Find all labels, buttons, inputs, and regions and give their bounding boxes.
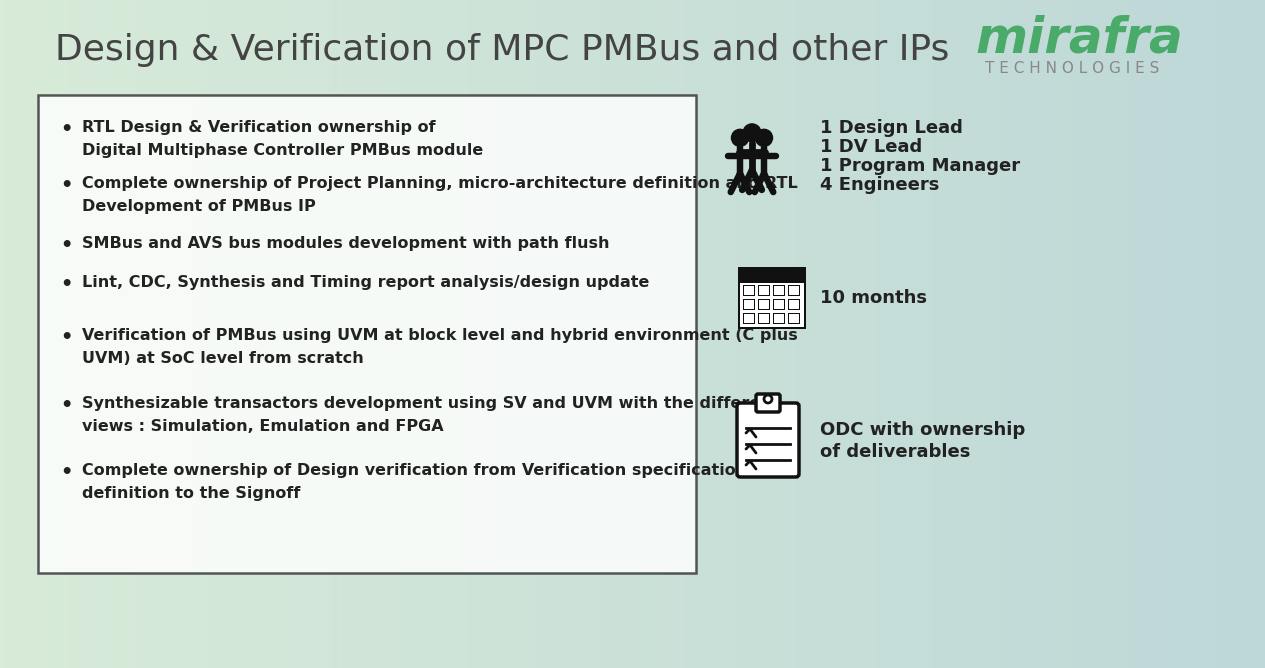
FancyBboxPatch shape bbox=[744, 300, 754, 309]
Text: •: • bbox=[59, 176, 72, 195]
Text: •: • bbox=[59, 236, 72, 255]
Text: definition to the Signoff: definition to the Signoff bbox=[82, 486, 300, 501]
FancyBboxPatch shape bbox=[774, 286, 784, 295]
Circle shape bbox=[755, 130, 773, 146]
Text: 10 months: 10 months bbox=[820, 289, 927, 307]
FancyBboxPatch shape bbox=[737, 267, 806, 329]
FancyBboxPatch shape bbox=[788, 285, 799, 296]
FancyBboxPatch shape bbox=[759, 286, 769, 295]
FancyBboxPatch shape bbox=[744, 286, 754, 295]
FancyBboxPatch shape bbox=[789, 300, 799, 309]
Text: 1 DV Lead: 1 DV Lead bbox=[820, 138, 922, 156]
Text: Development of PMBus IP: Development of PMBus IP bbox=[82, 199, 316, 214]
FancyBboxPatch shape bbox=[788, 313, 799, 324]
Text: •: • bbox=[59, 463, 72, 482]
FancyBboxPatch shape bbox=[743, 285, 755, 296]
Text: Design & Verification of MPC PMBus and other IPs: Design & Verification of MPC PMBus and o… bbox=[54, 33, 949, 67]
Text: 4 Engineers: 4 Engineers bbox=[820, 176, 940, 194]
Text: Verification of PMBus using UVM at block level and hybrid environment (C plus: Verification of PMBus using UVM at block… bbox=[82, 328, 798, 343]
Text: views : Simulation, Emulation and FPGA: views : Simulation, Emulation and FPGA bbox=[82, 419, 444, 434]
FancyBboxPatch shape bbox=[744, 314, 754, 323]
Text: ODC with ownership: ODC with ownership bbox=[820, 421, 1025, 439]
Text: of deliverables: of deliverables bbox=[820, 443, 970, 461]
Text: mirafra: mirafra bbox=[975, 14, 1183, 62]
FancyBboxPatch shape bbox=[789, 314, 799, 323]
Text: Synthesizable transactors development using SV and UVM with the different: Synthesizable transactors development us… bbox=[82, 396, 779, 411]
FancyBboxPatch shape bbox=[759, 314, 769, 323]
Text: UVM) at SoC level from scratch: UVM) at SoC level from scratch bbox=[82, 351, 364, 366]
FancyBboxPatch shape bbox=[788, 299, 799, 310]
FancyBboxPatch shape bbox=[740, 269, 805, 327]
Text: •: • bbox=[59, 396, 72, 415]
FancyBboxPatch shape bbox=[789, 286, 799, 295]
Text: Complete ownership of Project Planning, micro-architecture definition and RTL: Complete ownership of Project Planning, … bbox=[82, 176, 798, 191]
Circle shape bbox=[743, 124, 762, 142]
Text: •: • bbox=[59, 328, 72, 347]
FancyBboxPatch shape bbox=[774, 300, 784, 309]
Text: 1 Program Manager: 1 Program Manager bbox=[820, 157, 1020, 175]
Text: •: • bbox=[59, 120, 72, 139]
Text: SMBus and AVS bus modules development with path flush: SMBus and AVS bus modules development wi… bbox=[82, 236, 610, 251]
Text: Digital Multiphase Controller PMBus module: Digital Multiphase Controller PMBus modu… bbox=[82, 143, 483, 158]
FancyBboxPatch shape bbox=[737, 267, 806, 283]
FancyBboxPatch shape bbox=[774, 314, 784, 323]
Text: 1 Design Lead: 1 Design Lead bbox=[820, 119, 963, 137]
Text: •: • bbox=[59, 275, 72, 294]
Circle shape bbox=[731, 130, 749, 146]
Text: T E C H N O L O G I E S: T E C H N O L O G I E S bbox=[985, 61, 1160, 75]
FancyBboxPatch shape bbox=[740, 269, 805, 283]
FancyBboxPatch shape bbox=[759, 300, 769, 309]
Text: Complete ownership of Design verification from Verification specification: Complete ownership of Design verificatio… bbox=[82, 463, 748, 478]
FancyBboxPatch shape bbox=[737, 403, 799, 477]
FancyBboxPatch shape bbox=[758, 299, 770, 310]
FancyBboxPatch shape bbox=[756, 394, 781, 412]
Text: RTL Design & Verification ownership of: RTL Design & Verification ownership of bbox=[82, 120, 435, 135]
FancyBboxPatch shape bbox=[758, 285, 770, 296]
Text: Lint, CDC, Synthesis and Timing report analysis/design update: Lint, CDC, Synthesis and Timing report a… bbox=[82, 275, 649, 290]
FancyBboxPatch shape bbox=[758, 313, 770, 324]
FancyBboxPatch shape bbox=[773, 313, 786, 324]
FancyBboxPatch shape bbox=[773, 299, 786, 310]
FancyBboxPatch shape bbox=[773, 285, 786, 296]
FancyBboxPatch shape bbox=[38, 95, 696, 573]
Circle shape bbox=[764, 395, 772, 403]
FancyBboxPatch shape bbox=[743, 313, 755, 324]
FancyBboxPatch shape bbox=[743, 299, 755, 310]
